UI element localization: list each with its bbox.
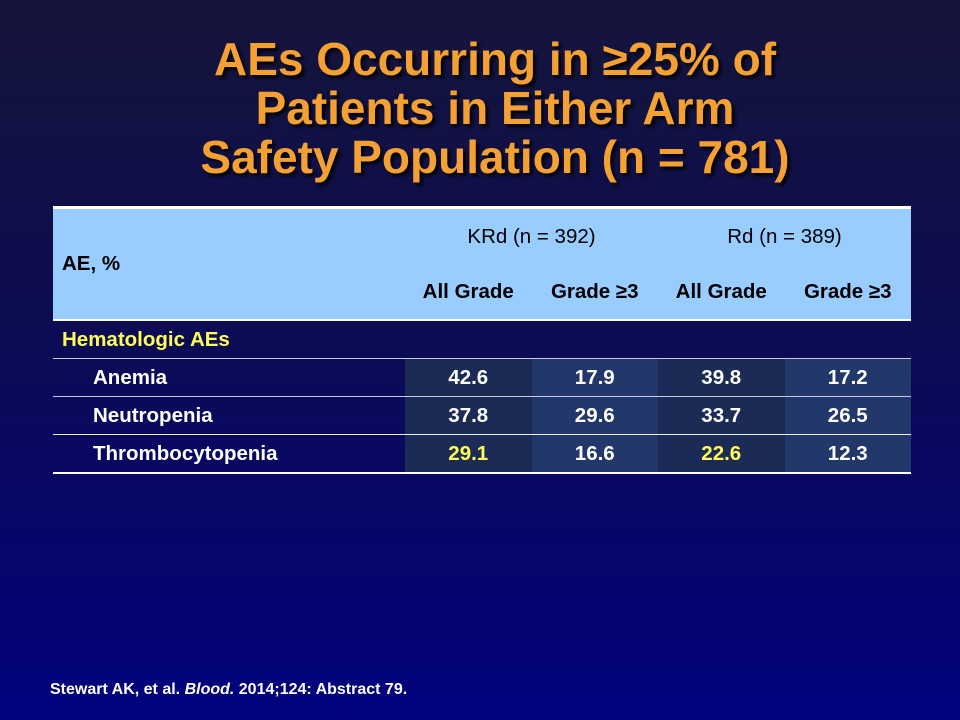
row-header-label: AE, % <box>62 252 121 275</box>
table-cell: 22.6 <box>658 435 785 472</box>
title-line-2: Patients in Either Arm <box>255 82 735 134</box>
table-cell: 12.3 <box>784 435 911 472</box>
table-cell: 29.1 <box>405 435 532 472</box>
citation-authors: Stewart AK, et al. <box>50 681 181 698</box>
table-cell: 17.9 <box>531 359 658 396</box>
row-label: Thrombocytopenia <box>93 441 278 465</box>
citation: Stewart AK, et al. Blood. 2014;124: Abst… <box>50 681 407 699</box>
row-label: Neutropenia <box>93 403 213 427</box>
table-cell: 42.6 <box>405 359 532 396</box>
arm-header-krd: KRd (n = 392) <box>467 225 596 248</box>
table-row-anemia: Anemia 42.6 17.9 39.8 17.2 <box>53 359 911 397</box>
table-cell: 33.7 <box>658 397 785 434</box>
title-line-1: AEs Occurring in ≥25% of <box>213 33 777 85</box>
krd-all-grade-header: All Grade <box>422 280 514 303</box>
table-row-thrombocytopenia: Thrombocytopenia 29.1 16.6 22.6 12.3 <box>53 435 911 474</box>
title-line-3: Safety Population (n = 781) <box>200 131 790 183</box>
table-header: AE, % KRd (n = 392) Rd (n = 389) All Gra… <box>53 206 911 321</box>
table-cell: 37.8 <box>405 397 532 434</box>
arm-header-rd: Rd (n = 389) <box>727 225 842 248</box>
citation-details: 2014;124: Abstract 79. <box>238 681 408 698</box>
citation-journal: Blood. <box>184 681 235 698</box>
adverse-events-table: AE, % KRd (n = 392) Rd (n = 389) All Gra… <box>53 206 911 474</box>
slide-title: AEs Occurring in ≥25% of Patients in Eit… <box>30 35 960 182</box>
table-cell: 17.2 <box>784 359 911 396</box>
table-cell: 26.5 <box>784 397 911 434</box>
table-cell: 39.8 <box>658 359 785 396</box>
rd-grade3-header: Grade ≥3 <box>803 280 892 303</box>
table-cell: 16.6 <box>531 435 658 472</box>
section-label: Hematologic AEs <box>62 327 230 351</box>
krd-grade3-header: Grade ≥3 <box>550 280 639 303</box>
row-label: Anemia <box>93 365 168 389</box>
rd-all-grade-header: All Grade <box>675 280 767 303</box>
table-cell: 29.6 <box>531 397 658 434</box>
table-row-neutropenia: Neutropenia 37.8 29.6 33.7 26.5 <box>53 397 911 435</box>
section-row: Hematologic AEs <box>53 321 911 359</box>
